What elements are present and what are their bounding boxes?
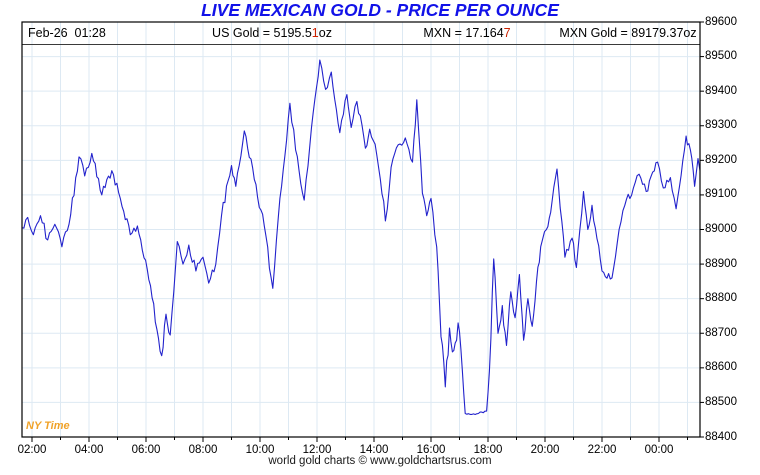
header-timestamp: Feb-26 01:28 [28, 26, 106, 40]
x-axis-label: 08:00 [188, 444, 218, 456]
mxn-gold-quote-text: MXN Gold = 89179.37oz [559, 26, 697, 40]
us-gold-quote: US Gold = 5195.51oz [212, 26, 332, 40]
y-axis-label: 88500 [705, 395, 737, 408]
y-axis-label: 89200 [705, 153, 737, 166]
x-axis-label: 10:00 [245, 444, 275, 456]
x-axis-label: 16:00 [416, 444, 446, 456]
mxn-rate-quote-text: MXN = 17.164 [423, 26, 504, 40]
price-line [21, 59, 701, 416]
y-axis-label: 89300 [705, 119, 737, 132]
y-axis-label: 89100 [705, 188, 737, 201]
y-axis-label: 88600 [705, 361, 737, 374]
mxn-rate-last-tick-digit: 7 [503, 26, 511, 40]
y-axis-label: 88700 [705, 326, 737, 339]
x-axis-label: 02:00 [17, 444, 47, 456]
price-line-layer [21, 59, 701, 416]
ny-time-label: NY Time [26, 420, 70, 432]
x-axis-label: 18:00 [473, 444, 503, 456]
us-gold-quote-text: US Gold = 5195.5 [212, 26, 312, 40]
footer-credit: world gold charts © www.goldchartsrus.co… [268, 455, 492, 467]
mxn-gold-quote: MXN Gold = 89179.37oz [559, 26, 696, 40]
x-axis-label: 12:00 [302, 444, 332, 456]
y-axis-label: 89600 [705, 15, 737, 28]
x-axis-label: 00:00 [644, 444, 674, 456]
x-axis-label: 14:00 [359, 444, 389, 456]
x-axis-label: 06:00 [131, 444, 161, 456]
x-axis-label: 22:00 [587, 444, 617, 456]
grid-lines [22, 22, 700, 437]
mxn-rate-quote: MXN = 17.1647 [423, 26, 510, 40]
x-axis-label: 20:00 [530, 444, 560, 456]
x-axis-label: 04:00 [74, 444, 104, 456]
axes-and-ticks [21, 21, 704, 442]
y-axis-label: 88900 [705, 257, 737, 270]
page-title: LIVE MEXICAN GOLD - PRICE PER OUNCE [201, 0, 559, 20]
y-axis-label: 88400 [705, 430, 737, 443]
y-axis-label: 88800 [705, 292, 737, 305]
us-gold-last-tick-digit: 1 [311, 26, 319, 40]
y-axis-label: 89500 [705, 50, 737, 63]
y-axis-label: 89000 [705, 223, 737, 235]
us-gold-unit: oz [318, 26, 332, 40]
y-axis-label: 89400 [705, 84, 737, 97]
